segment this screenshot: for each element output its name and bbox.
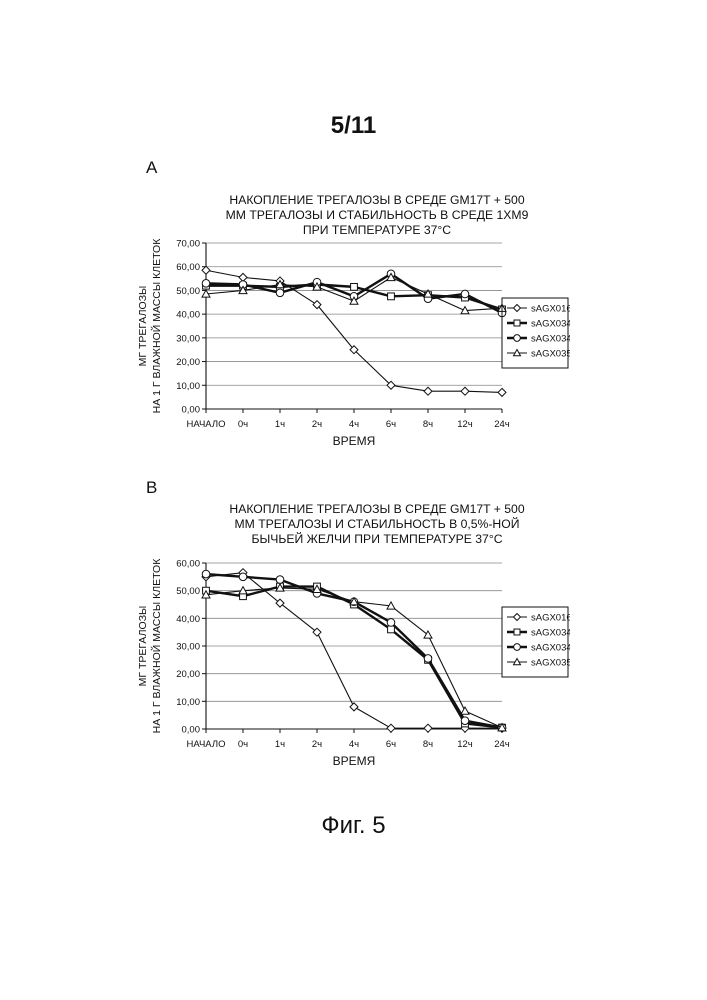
data-point-sAGX0347 [387, 619, 395, 627]
x-tick-label: НАЧАЛО [187, 419, 226, 430]
x-tick-label: 0ч [238, 739, 248, 750]
y-tick-label: 50,00 [176, 286, 200, 297]
x-tick-label: 6ч [386, 419, 396, 430]
y-tick-label: 30,00 [176, 642, 200, 653]
page-number: 5/11 [0, 112, 707, 140]
chart-title-line: НАКОПЛЕНИЕ ТРЕГАЛОЗЫ В СРЕДЕ GM17T + 500 [229, 502, 524, 516]
data-point-sAGX0346 [388, 293, 395, 300]
x-tick-label: 8ч [423, 419, 433, 430]
chart-title-line: БЫЧЬЕЙ ЖЕЛЧИ ПРИ ТЕМПЕРАТУРЕ 37°C [251, 531, 502, 546]
legend-label: sAGX0346 [531, 319, 570, 330]
y-tick-label: 10,00 [176, 697, 200, 708]
y-tick-label: 20,00 [176, 357, 200, 368]
chart-title-line: НАКОПЛЕНИЕ ТРЕГАЛОЗЫ В СРЕДЕ GM17T + 500 [229, 193, 524, 207]
panel-a-letter: A [146, 158, 157, 178]
chart-title-line: ММ ТРЕГАЛОЗЫ И СТАБИЛЬНОСТЬ В СРЕДЕ 1ХМ9 [226, 208, 529, 222]
legend-marker [514, 305, 521, 312]
y-tick-label: 0,00 [182, 725, 201, 736]
y-axis-label-line: МГ ТРЕГАЛОЗЫ [137, 606, 149, 687]
x-tick-label: 24ч [494, 419, 510, 430]
data-point-sAGX0167 [424, 724, 432, 732]
x-tick-label: 8ч [423, 739, 433, 750]
data-point-sAGX0347 [461, 717, 469, 725]
data-point-sAGX0347 [202, 280, 210, 288]
data-point-sAGX0167 [239, 273, 247, 281]
y-tick-label: 30,00 [176, 333, 200, 344]
legend-marker [514, 320, 520, 326]
data-point-sAGX0347 [202, 570, 210, 578]
data-point-sAGX0347 [461, 290, 469, 298]
legend-marker [514, 335, 521, 342]
x-tick-label: 0ч [238, 419, 248, 430]
x-tick-label: 12ч [457, 419, 473, 430]
x-axis-label: ВРЕМЯ [333, 434, 376, 448]
y-tick-label: 50,00 [176, 586, 200, 597]
x-tick-label: 1ч [275, 419, 285, 430]
legend-label: sAGX0347 [531, 334, 570, 345]
legend-label: sAGX0347 [531, 643, 570, 654]
y-tick-label: 40,00 [176, 614, 200, 625]
data-point-sAGX0346 [351, 283, 358, 290]
x-tick-label: 4ч [349, 419, 359, 430]
data-point-sAGX0167 [350, 703, 358, 711]
legend-label: sAGX0167 [531, 304, 570, 315]
y-tick-label: 10,00 [176, 381, 200, 392]
panel-b-letter: B [146, 478, 157, 498]
y-tick-label: 20,00 [176, 669, 200, 680]
figure-caption: Фиг. 5 [0, 812, 707, 840]
x-tick-label: 24ч [494, 739, 510, 750]
y-tick-label: 40,00 [176, 310, 200, 321]
legend-label: sAGX0346 [531, 628, 570, 639]
y-tick-label: 70,00 [176, 239, 200, 250]
data-point-sAGX0346 [388, 626, 395, 633]
chart-a: НАКОПЛЕНИЕ ТРЕГАЛОЗЫ В СРЕДЕ GM17T + 500… [130, 184, 570, 460]
legend-marker [514, 644, 521, 651]
x-tick-label: 1ч [275, 739, 285, 750]
x-axis-label: ВРЕМЯ [333, 754, 376, 768]
legend-label: sAGX0167 [531, 613, 570, 624]
x-tick-label: НАЧАЛО [187, 739, 226, 750]
x-tick-label: 6ч [386, 739, 396, 750]
y-axis-label-line: МГ ТРЕГАЛОЗЫ [137, 286, 149, 367]
y-axis-label-line: НА 1 Г ВЛАЖНОЙ МАССЫ КЛЕТОК [150, 558, 163, 734]
legend-label: sAGX0354 [531, 349, 570, 360]
y-tick-label: 60,00 [176, 262, 200, 273]
data-point-sAGX0347 [239, 573, 247, 581]
data-point-sAGX0347 [276, 576, 284, 584]
data-point-sAGX0347 [276, 289, 284, 297]
data-point-sAGX0354 [424, 631, 432, 638]
data-point-sAGX0167 [424, 387, 432, 395]
chart-title-line: ПРИ ТЕМПЕРАТУРЕ 37°C [303, 223, 451, 237]
legend-label: sAGX0354 [531, 658, 570, 669]
chart-title-line: ММ ТРЕГАЛОЗЫ И СТАБИЛЬНОСТЬ В 0,5%-НОЙ [235, 516, 520, 531]
chart-b: НАКОПЛЕНИЕ ТРЕГАЛОЗЫ В СРЕДЕ GM17T + 500… [130, 497, 570, 779]
x-tick-label: 4ч [349, 739, 359, 750]
data-point-sAGX0347 [424, 655, 432, 663]
x-tick-label: 2ч [312, 419, 322, 430]
x-tick-label: 12ч [457, 739, 473, 750]
y-tick-label: 60,00 [176, 559, 200, 570]
y-tick-label: 0,00 [182, 405, 201, 416]
y-axis-label-line: НА 1 Г ВЛАЖНОЙ МАССЫ КЛЕТОК [150, 238, 163, 414]
data-point-sAGX0167 [387, 724, 395, 732]
data-point-sAGX0167 [461, 387, 469, 395]
x-tick-label: 2ч [312, 739, 322, 750]
data-point-sAGX0167 [498, 388, 506, 396]
data-point-sAGX0167 [202, 266, 210, 274]
legend-marker [514, 629, 520, 635]
legend-marker [514, 614, 521, 621]
data-point-sAGX0354 [461, 707, 469, 714]
